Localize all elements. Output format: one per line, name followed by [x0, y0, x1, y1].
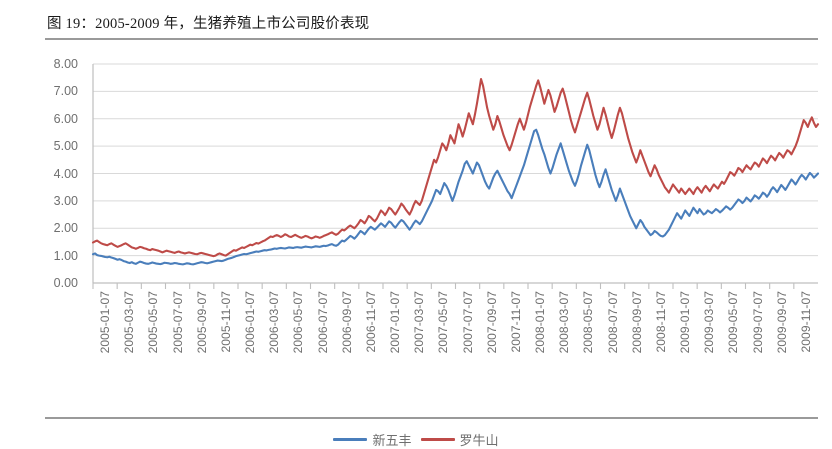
x-tick-label: 2006-09-07	[339, 291, 354, 354]
y-tick-label: 8.00	[53, 57, 78, 71]
y-tick-label: 5.00	[53, 139, 78, 154]
y-tick-label: 2.00	[53, 221, 78, 236]
x-tick-label: 2006-05-07	[291, 291, 306, 354]
x-tick-label: 2009-09-07	[774, 291, 789, 354]
x-tick-label: 2007-07-07	[460, 291, 475, 354]
x-tick-label: 2005-07-07	[170, 291, 185, 354]
x-tick-label: 2008-07-07	[605, 291, 620, 354]
line-chart: 0.00 1.00 2.00 3.00 4.00 5.00 6.00 7.00 8.00 200…	[0, 45, 832, 448]
x-tick-label: 2005-09-07	[194, 291, 209, 354]
x-tick-label: 2009-11-07	[798, 291, 813, 353]
x-tick-label: 2008-05-07	[581, 291, 596, 354]
y-tick-label: 7.00	[53, 84, 78, 99]
x-axis-labels: 2005-01-07 2005-03-07 2005-05-07 2005-07-07…	[0, 285, 832, 385]
x-tick-label: 2005-03-07	[122, 291, 137, 354]
series-line-罗牛山	[91, 78, 820, 258]
x-tick-label: 2007-03-07	[412, 291, 427, 354]
x-tick-label: 2006-07-07	[315, 291, 330, 354]
x-tick-label: 2006-01-07	[243, 291, 257, 354]
x-tick-label: 2009-03-07	[702, 291, 717, 354]
x-tick-label: 2007-11-07	[508, 291, 523, 353]
x-tick-label: 2008-01-07	[533, 291, 547, 354]
x-axis-ticks	[92, 283, 795, 289]
y-tick-label: 6.00	[53, 111, 78, 126]
x-tick-label: 2008-03-07	[557, 291, 572, 354]
x-tick-label: 2005-01-07	[98, 291, 112, 354]
divider-top	[45, 38, 818, 40]
series-line-新五丰	[91, 128, 820, 266]
divider-bottom	[45, 417, 818, 419]
line-swatch-blue	[333, 437, 368, 442]
y-tick-label: 4.00	[53, 166, 78, 181]
x-tick-label: 2007-01-07	[388, 291, 402, 354]
x-tick-label: 2006-11-07	[363, 291, 378, 353]
y-tick-label: 3.00	[53, 193, 78, 208]
line-swatch-red	[420, 437, 455, 442]
x-tick-label: 2005-05-07	[146, 291, 161, 354]
x-tick-label: 2008-09-07	[629, 291, 644, 354]
gridlines	[93, 63, 818, 284]
x-tick-label: 2008-11-07	[653, 291, 668, 353]
x-tick-label: 2009-05-07	[726, 291, 741, 354]
x-tick-label: 2009-01-07	[678, 291, 692, 354]
x-tick-label: 2006-03-07	[267, 291, 282, 354]
chart-series	[91, 78, 820, 266]
y-tick-label: 0.00	[53, 276, 78, 290]
x-tick-label: 2007-05-07	[436, 291, 451, 354]
x-tick-label: 2005-11-07	[218, 291, 233, 353]
x-tick-label: 2007-09-07	[484, 291, 499, 354]
y-tick-label: 1.00	[53, 248, 78, 263]
x-tick-label: 2009-07-07	[750, 291, 765, 354]
page-title: 图 19：2005-2009 年，生猪养殖上市公司股价表现	[47, 16, 370, 32]
y-axis-labels: 0.00 1.00 2.00 3.00 4.00 5.00 6.00 7.00 8.00	[28, 45, 78, 290]
chart-plot-svg	[91, 63, 820, 289]
